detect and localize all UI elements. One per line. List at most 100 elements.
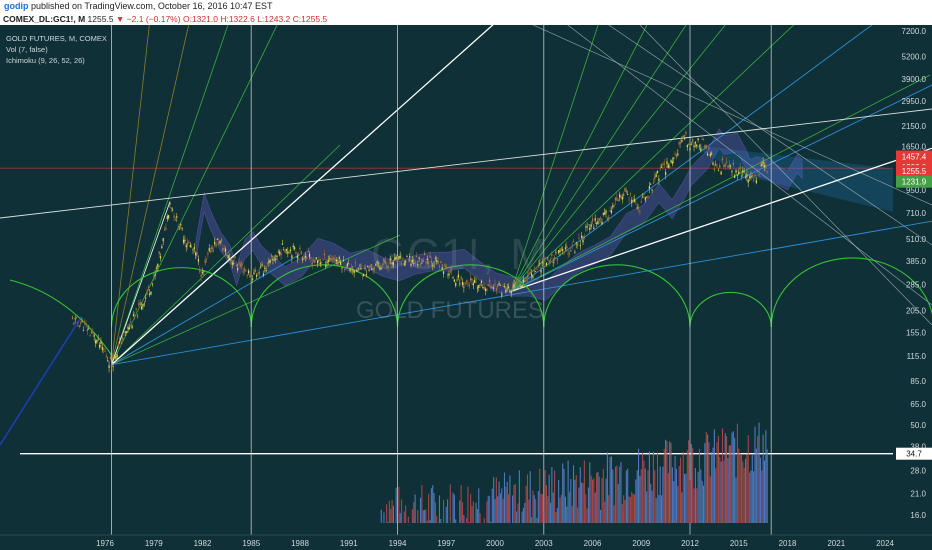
price-candle bbox=[447, 274, 449, 276]
price-candle bbox=[476, 287, 478, 289]
price-candle bbox=[671, 161, 673, 164]
volume-bar bbox=[697, 471, 699, 523]
gann-fan-line bbox=[111, 234, 401, 366]
price-candle bbox=[604, 212, 606, 215]
price-candle bbox=[650, 183, 652, 185]
price-candle bbox=[306, 256, 308, 259]
price-candle bbox=[369, 265, 372, 267]
price-candle bbox=[92, 331, 94, 334]
volume-bar bbox=[598, 476, 600, 523]
volume-bar bbox=[728, 445, 730, 523]
price-candle bbox=[398, 256, 400, 260]
volume-bar bbox=[549, 502, 552, 523]
price-candle bbox=[434, 258, 437, 259]
price-candle bbox=[488, 279, 491, 283]
price-candle bbox=[640, 201, 642, 203]
price-candle bbox=[692, 138, 694, 143]
price-candle bbox=[243, 268, 246, 271]
price-candle bbox=[595, 222, 598, 224]
legend-title[interactable]: GOLD FUTURES, M, COMEX bbox=[6, 34, 107, 43]
volume-bar bbox=[552, 492, 554, 523]
price-candle bbox=[329, 258, 331, 260]
volume-bar bbox=[438, 495, 441, 523]
price-candle bbox=[516, 281, 518, 283]
price-badge-label: 1457.4 bbox=[902, 152, 927, 161]
volume-bar bbox=[612, 469, 614, 523]
price-candle bbox=[410, 263, 412, 266]
chart-area[interactable]: 1976 1979 1982 1985 1988 1991 1994 1997 2000 2003… bbox=[0, 25, 932, 550]
volume-bar bbox=[490, 521, 492, 523]
volume-bar bbox=[566, 506, 568, 523]
volume-bar bbox=[560, 494, 562, 523]
volume-bar bbox=[681, 492, 683, 523]
price-candle bbox=[571, 245, 573, 246]
price-candle bbox=[367, 266, 369, 268]
price-candle bbox=[719, 164, 721, 168]
price-candle bbox=[696, 144, 698, 147]
gann-fan-line bbox=[510, 25, 599, 292]
price-candle bbox=[720, 171, 722, 175]
volume-bar bbox=[656, 452, 659, 523]
volume-bar bbox=[539, 468, 541, 523]
price-candle bbox=[451, 269, 453, 271]
x-tick-label: 1976 bbox=[96, 539, 114, 548]
price-candle bbox=[373, 267, 376, 270]
price-candle bbox=[507, 286, 510, 289]
volume-bar bbox=[636, 470, 638, 523]
chart-canvas[interactable]: 1976 1979 1982 1985 1988 1991 1994 1997 2000 2003… bbox=[0, 25, 932, 550]
volume-bar bbox=[705, 431, 707, 523]
price-candle bbox=[249, 274, 251, 278]
price-candle bbox=[211, 247, 213, 249]
price-candle bbox=[478, 285, 480, 289]
volume-bar bbox=[455, 519, 457, 523]
author-name[interactable]: godip bbox=[4, 1, 29, 11]
y-tick-label: 38.0 bbox=[910, 443, 926, 452]
volume-bar bbox=[568, 492, 571, 523]
x-tick-label: 1982 bbox=[194, 539, 212, 548]
volume-bar bbox=[715, 468, 717, 523]
price-candle bbox=[281, 243, 283, 245]
legend-ichimoku[interactable]: Ichimoku (9, 26, 52, 26) bbox=[6, 56, 85, 65]
volume-bar bbox=[738, 448, 740, 523]
price-candle bbox=[173, 215, 175, 218]
price-candle bbox=[235, 265, 237, 266]
price-candle bbox=[265, 269, 267, 272]
volume-bar bbox=[648, 451, 650, 523]
volume-bar bbox=[766, 449, 768, 523]
price-candle bbox=[597, 221, 599, 225]
volume-bar bbox=[417, 510, 419, 523]
price-candle bbox=[107, 360, 109, 361]
price-candle bbox=[380, 268, 382, 270]
volume-bar bbox=[541, 494, 543, 523]
price-candle bbox=[673, 157, 675, 159]
y-tick-label: 7200.0 bbox=[902, 27, 927, 36]
price-candle bbox=[292, 245, 294, 248]
price-candle bbox=[371, 268, 373, 270]
volume-bar bbox=[610, 456, 613, 523]
price-candle bbox=[491, 286, 493, 289]
volume-bar bbox=[525, 485, 527, 523]
price-candle bbox=[426, 258, 428, 261]
volume-bar bbox=[421, 485, 423, 523]
volume-bar bbox=[559, 497, 561, 523]
price-candle bbox=[543, 261, 545, 265]
volume-bar bbox=[395, 487, 397, 523]
price-candle bbox=[654, 176, 656, 180]
price-candle bbox=[437, 261, 439, 264]
symbol-name[interactable]: COMEX_DL:GC1!, M bbox=[3, 14, 86, 24]
volume-bar bbox=[761, 470, 763, 523]
volume-bar bbox=[532, 490, 534, 523]
volume-bar bbox=[711, 452, 713, 523]
volume-bar bbox=[401, 499, 403, 523]
volume-bar bbox=[704, 443, 706, 523]
price-candle bbox=[376, 261, 378, 264]
volume-bar bbox=[686, 450, 688, 523]
volume-bar bbox=[602, 468, 604, 523]
price-candle bbox=[586, 226, 588, 228]
volume-bar bbox=[579, 467, 581, 523]
price-candle bbox=[85, 323, 87, 325]
price-candle bbox=[260, 266, 262, 268]
price-candle bbox=[444, 264, 446, 267]
price-candle bbox=[747, 179, 749, 183]
legend-volume[interactable]: Vol (7, false) bbox=[6, 45, 48, 54]
